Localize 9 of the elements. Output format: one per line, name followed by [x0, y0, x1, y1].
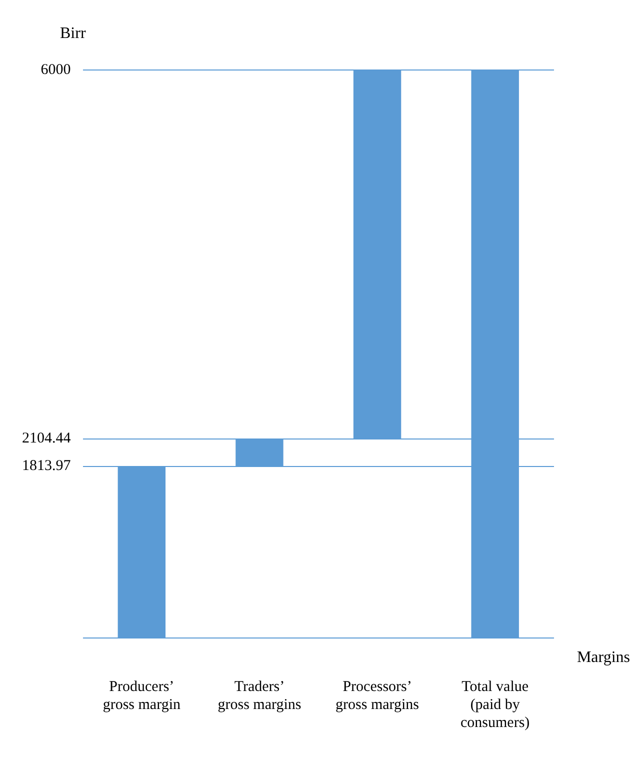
y-tick-label: 2104.44	[22, 430, 72, 447]
y-tick-label: 1813.97	[22, 458, 72, 474]
x-axis-title: Margins	[576, 649, 630, 666]
x-tick-label: Total value (paid by consumers)	[460, 678, 530, 731]
x-tick-label: Processors’ gross margins	[336, 678, 420, 713]
y-axis-title: Birr	[60, 25, 86, 42]
y-tick-label: 6000	[40, 62, 71, 78]
x-tick-label: Producers’ gross margin	[102, 678, 181, 713]
x-tick-label: Traders’ gross margins	[218, 678, 302, 713]
